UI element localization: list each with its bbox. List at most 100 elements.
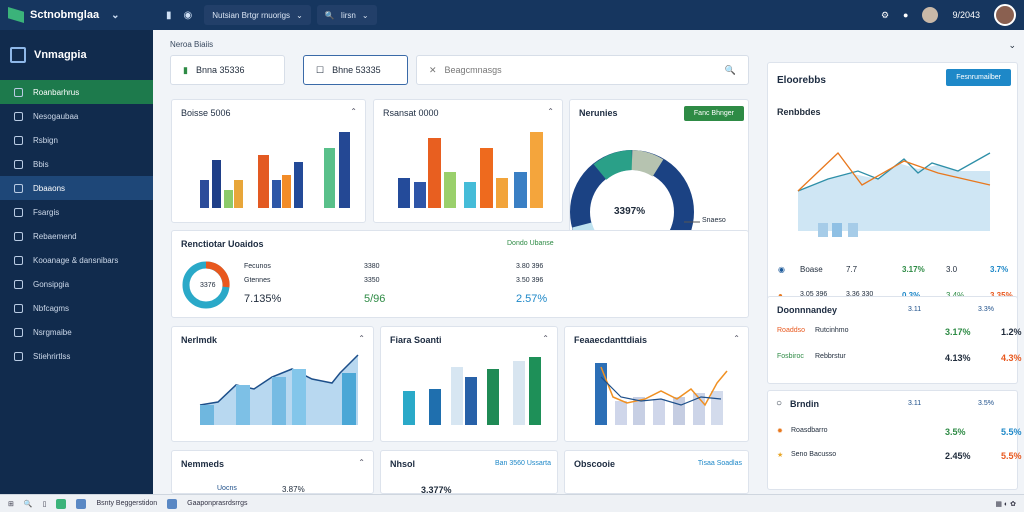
card-title: Feaaecdanttdiais — [574, 335, 648, 345]
sidebar-item[interactable]: Roanbarhrus — [0, 80, 153, 104]
right-card-3: Brndin ○ 3.11 3.5% ✹ Roasdbarro 3.5% 5.5% ★… — [767, 390, 1022, 490]
cell: 3.05 396 — [800, 291, 828, 298]
bar — [200, 405, 214, 425]
card-link[interactable]: Ban 3560 Ussarta — [494, 460, 551, 467]
nav-icon — [14, 135, 23, 145]
right-card-1: Eloorebbs Fesnrumailber Renbbdes ◉ Boase 7… — [767, 62, 1018, 322]
bar — [711, 391, 723, 425]
chevron-icon[interactable]: ⌃ — [542, 334, 549, 343]
footer-label: Uocns — [217, 485, 237, 492]
settings-icon[interactable]: ⚙ — [880, 9, 890, 20]
card-title: Eloorebbs — [777, 75, 826, 86]
bar — [272, 377, 286, 425]
nav-icon — [14, 279, 23, 289]
chevron-down-icon[interactable]: ⌄ — [111, 9, 120, 21]
donut-slice — [205, 261, 230, 288]
notification-icon[interactable]: ● — [903, 10, 909, 20]
cell: Boase — [800, 265, 823, 274]
chevron-icon[interactable]: ⌃ — [358, 458, 365, 467]
cell: 4.3% — [1001, 353, 1022, 363]
donut-slice — [593, 150, 633, 181]
cell: 2.45% — [945, 451, 971, 461]
cell: 3.17% — [945, 327, 971, 337]
cell: Seno Bacusso — [791, 451, 837, 458]
search-input[interactable]: ✕ Beagcmnasgs 🔍 — [416, 55, 749, 85]
col-header: 3.11 — [908, 306, 922, 313]
summary-link[interactable]: Dondo Ubanse — [507, 240, 554, 247]
area-chart — [199, 354, 359, 435]
taskbar-item[interactable]: Gaaponprasrdsrrgs — [187, 500, 248, 507]
chevron-icon[interactable]: ⌃ — [358, 334, 365, 343]
filter-2[interactable]: ☐ Bhne 53335 — [303, 55, 408, 85]
donut-slice — [631, 150, 664, 177]
chevron-icon[interactable]: ⌃ — [733, 334, 740, 343]
sidebar-item[interactable]: Fsargis — [0, 200, 153, 224]
cell: Rutcinhmo — [815, 327, 849, 334]
sidebar-item[interactable]: Nsrgmaibe — [0, 320, 153, 344]
card-title: Obscooie — [574, 459, 616, 469]
cell: Roasdbarro — [791, 427, 828, 434]
cell: 5.5% — [1001, 427, 1022, 437]
avatar[interactable] — [922, 7, 939, 23]
sidebar-item[interactable]: Gonsipgia — [0, 272, 153, 296]
sidebar-item[interactable]: Kooanage & dansnibars — [0, 248, 153, 272]
sidebar-item-label: Nesogaubaa — [33, 111, 79, 121]
cell: 3.17% — [902, 265, 925, 274]
area-fill — [798, 163, 990, 231]
bar — [414, 182, 426, 208]
search-icon[interactable]: 🔍 — [23, 500, 33, 508]
bar — [342, 373, 356, 425]
app-icon[interactable] — [56, 498, 67, 509]
card-title: Nerunies — [579, 108, 618, 118]
sidebar-item[interactable]: Stiehrirtlss — [0, 344, 153, 368]
chevron-down-icon[interactable]: ⌄ — [1008, 40, 1016, 50]
cell: 7.7 — [846, 265, 858, 274]
sidebar-item[interactable]: Bbis — [0, 152, 153, 176]
app-title: Sctnobmglaa — [30, 9, 100, 21]
brand[interactable]: Sctnobmglaa ⌄ — [0, 7, 160, 23]
circle-icon: ● — [778, 291, 800, 300]
card-value: 3.377% — [421, 485, 452, 495]
donut-button[interactable]: Fanc Bhnger — [683, 106, 744, 121]
profile-avatar[interactable] — [994, 4, 1016, 26]
search-box[interactable]: 🔍 Iirsn ⌄ — [316, 5, 377, 25]
bar — [403, 391, 415, 425]
chevron-down-icon: ⌄ — [361, 10, 369, 20]
sidebar-item[interactable]: Rsbign — [0, 128, 153, 152]
filter-1[interactable]: ▮ Bnna 35336 — [170, 55, 285, 85]
chevron-icon[interactable]: ⌃ — [350, 107, 357, 116]
app-logo — [8, 7, 24, 23]
sidebar-item[interactable]: Dbaaons — [0, 176, 153, 200]
flag-icon[interactable]: ▮ — [166, 9, 172, 21]
total: 5/96 — [364, 293, 386, 305]
cell: Fosbiroc — [777, 353, 804, 360]
app-icon[interactable] — [76, 498, 87, 509]
sidebar: Vnmagpia Roanbarhrus Nesogaubaa Rsbign Bbis… — [0, 30, 153, 494]
grid-icon — [10, 47, 26, 63]
chevron-icon[interactable]: ⌃ — [547, 107, 554, 116]
bar — [451, 367, 463, 425]
sidebar-item-label: Dbaaons — [33, 183, 66, 193]
search-icon: 🔍 — [724, 64, 736, 75]
card-link[interactable]: Tisaa Soadlas — [697, 460, 742, 467]
sidebar-item[interactable]: Rebaemend — [0, 224, 153, 248]
chat-icon[interactable]: ◉ — [183, 9, 193, 21]
bar — [258, 155, 269, 208]
app-icon[interactable] — [167, 498, 178, 509]
taskbar-item[interactable]: Bsnty Beggerstidon — [96, 500, 158, 507]
workspace-switcher[interactable]: Nutsian Brtgr rnuorigs ⌄ — [204, 5, 311, 25]
sidebar-item-label: Kooanage & dansnibars — [33, 255, 119, 265]
bar — [292, 369, 306, 425]
windows-icon[interactable]: ⊞ — [8, 500, 14, 508]
file-icon[interactable]: ▯ — [42, 500, 47, 508]
right-button[interactable]: Fesnrumailber — [946, 69, 1011, 86]
nav-icon — [14, 255, 23, 265]
tray-icon[interactable]: ▦ ◐ ✿ — [995, 500, 1016, 508]
sidebar-item[interactable]: Nbfcagms — [0, 296, 153, 320]
time-label: 9/2043 — [952, 10, 980, 20]
nav-icon — [14, 87, 23, 97]
bar — [496, 178, 508, 208]
sidebar-item[interactable]: Nesogaubaa — [0, 104, 153, 128]
summary-totals: 7.135% 5/96 2.57% — [244, 293, 547, 305]
cell: 3350 — [364, 277, 380, 284]
